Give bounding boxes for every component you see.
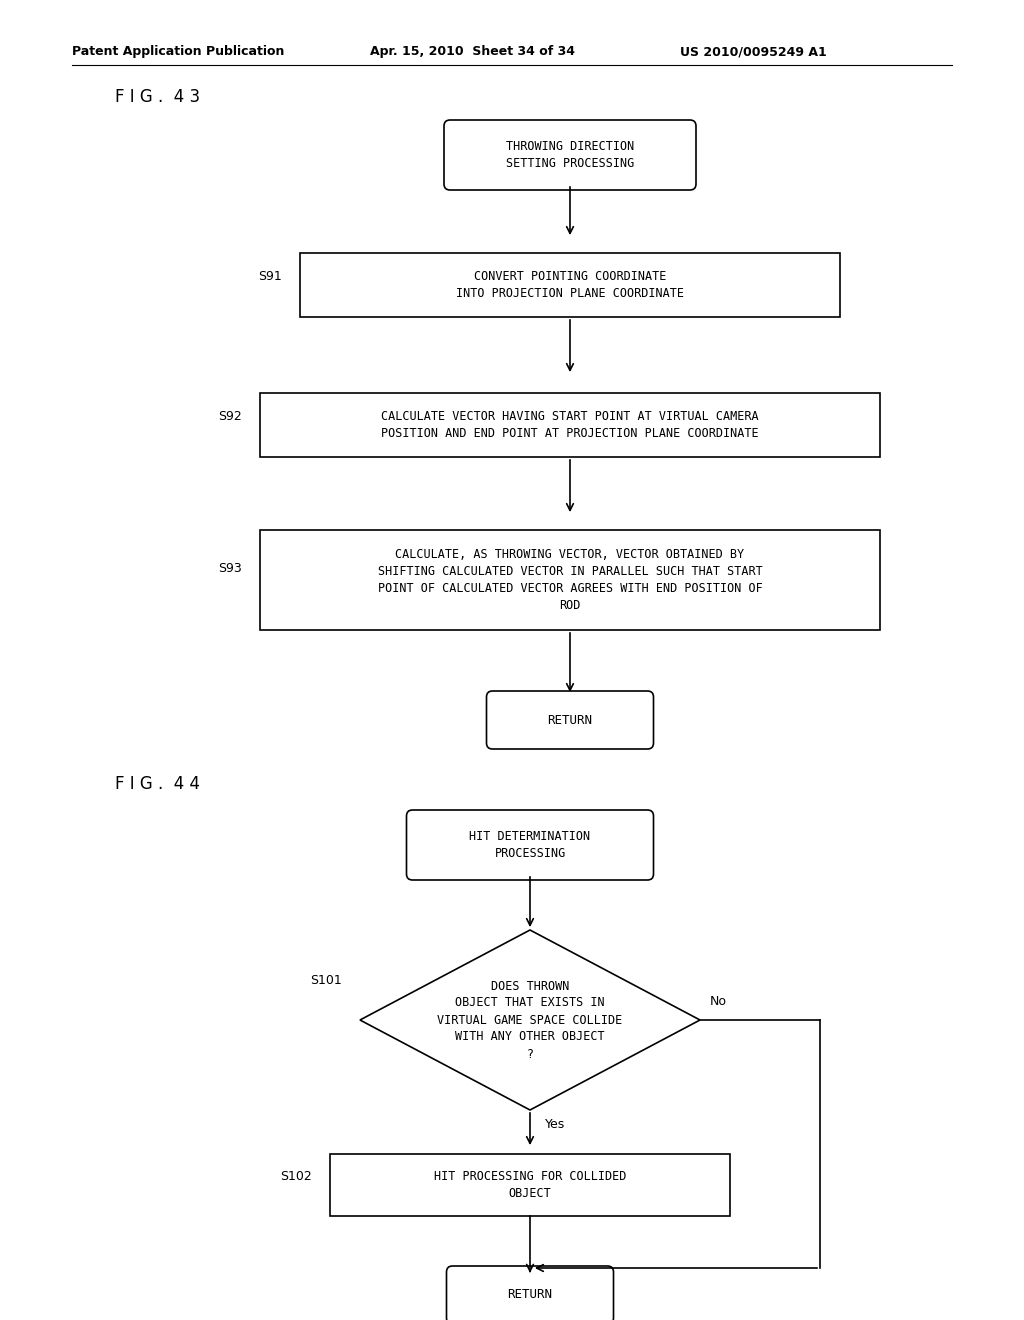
Bar	[260, 393, 880, 457]
Text: Patent Application Publication: Patent Application Publication	[72, 45, 285, 58]
Bar	[330, 1154, 730, 1216]
Text: S91: S91	[258, 271, 282, 284]
FancyBboxPatch shape	[444, 120, 696, 190]
Text: HIT PROCESSING FOR COLLIDED
OBJECT: HIT PROCESSING FOR COLLIDED OBJECT	[434, 1170, 627, 1200]
FancyBboxPatch shape	[486, 690, 653, 748]
Text: S92: S92	[218, 411, 242, 424]
Text: Apr. 15, 2010  Sheet 34 of 34: Apr. 15, 2010 Sheet 34 of 34	[370, 45, 575, 58]
Text: S93: S93	[218, 561, 242, 574]
Text: S101: S101	[310, 974, 342, 986]
Text: CALCULATE VECTOR HAVING START POINT AT VIRTUAL CAMERA
POSITION AND END POINT AT : CALCULATE VECTOR HAVING START POINT AT V…	[381, 411, 759, 440]
Text: S102: S102	[281, 1171, 312, 1184]
Bar	[300, 253, 840, 317]
FancyBboxPatch shape	[446, 1266, 613, 1320]
Text: No: No	[710, 995, 727, 1008]
Text: CALCULATE, AS THROWING VECTOR, VECTOR OBTAINED BY
SHIFTING CALCULATED VECTOR IN : CALCULATE, AS THROWING VECTOR, VECTOR OB…	[378, 548, 763, 612]
Text: CONVERT POINTING COORDINATE
INTO PROJECTION PLANE COORDINATE: CONVERT POINTING COORDINATE INTO PROJECT…	[456, 271, 684, 300]
Text: DOES THROWN
OBJECT THAT EXISTS IN
VIRTUAL GAME SPACE COLLIDE
WITH ANY OTHER OBJE: DOES THROWN OBJECT THAT EXISTS IN VIRTUA…	[437, 979, 623, 1060]
Text: HIT DETERMINATION
PROCESSING: HIT DETERMINATION PROCESSING	[469, 830, 591, 861]
Bar	[260, 531, 880, 630]
Text: RETURN: RETURN	[548, 714, 593, 726]
Text: F I G .  4 4: F I G . 4 4	[115, 775, 200, 793]
Text: Yes: Yes	[545, 1118, 565, 1131]
Text: RETURN: RETURN	[508, 1288, 553, 1302]
Text: F I G .  4 3: F I G . 4 3	[115, 88, 200, 106]
Text: THROWING DIRECTION
SETTING PROCESSING: THROWING DIRECTION SETTING PROCESSING	[506, 140, 634, 170]
FancyBboxPatch shape	[407, 810, 653, 880]
Polygon shape	[360, 931, 700, 1110]
Text: US 2010/0095249 A1: US 2010/0095249 A1	[680, 45, 826, 58]
